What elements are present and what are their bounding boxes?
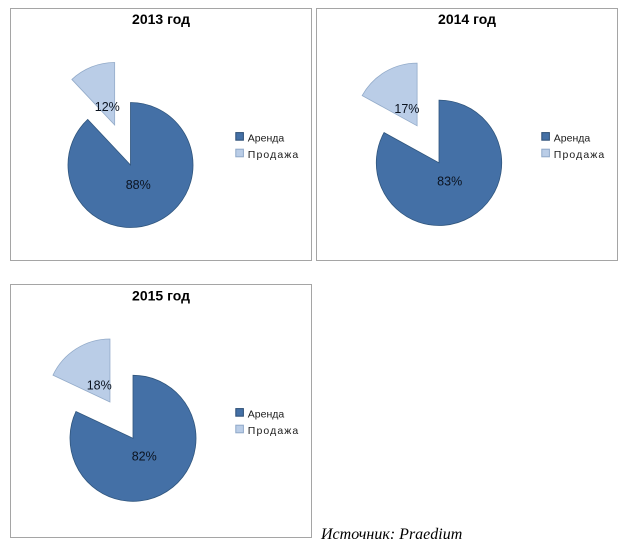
svg-text:Продажа: Продажа (554, 149, 606, 161)
svg-text:82%: 82% (132, 450, 157, 464)
svg-text:88%: 88% (126, 178, 151, 192)
svg-text:2015 год: 2015 год (132, 288, 190, 304)
svg-text:83%: 83% (437, 174, 462, 188)
svg-text:2013 год: 2013 год (132, 11, 190, 27)
svg-text:Аренда: Аренда (248, 409, 285, 421)
svg-text:17%: 17% (394, 102, 419, 116)
svg-text:Аренда: Аренда (248, 133, 285, 145)
svg-text:Продажа: Продажа (248, 425, 300, 437)
svg-text:18%: 18% (87, 379, 112, 393)
svg-text:Аренда: Аренда (554, 133, 591, 145)
svg-text:12%: 12% (95, 100, 120, 114)
svg-text:2014 год: 2014 год (438, 11, 496, 27)
svg-text:Источник: Praedium: Источник: Praedium (320, 526, 462, 543)
svg-text:Продажа: Продажа (248, 149, 300, 161)
